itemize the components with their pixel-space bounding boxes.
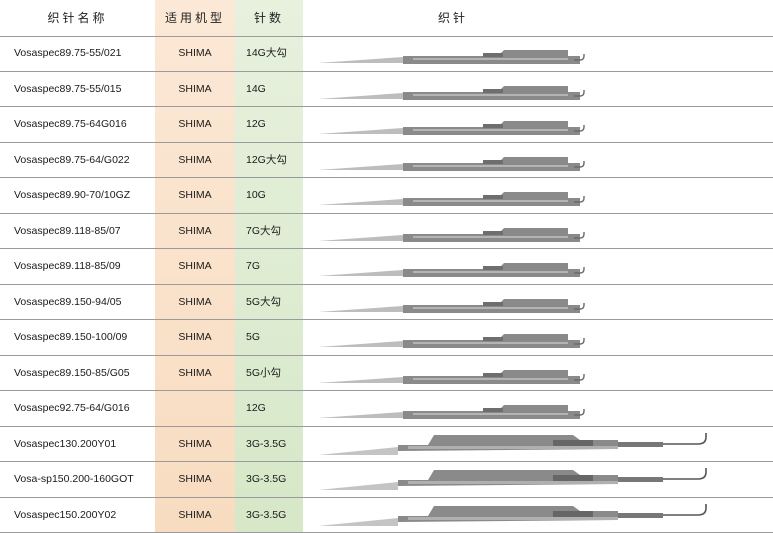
machine-type [155,391,235,427]
machine-type: SHIMA [178,47,212,59]
needle-name: Vosaspec92.75-64/G016 [14,402,130,414]
machine-type: SHIMA [178,295,212,308]
needle-name: Vosaspec89.150-85/G05 [14,366,130,379]
needle-name: Vosaspec89.75-64G016 [14,118,127,130]
header-image: 织针 [437,11,468,25]
needle-gauge: 3G-3.5G [246,508,287,521]
needle-image [318,356,773,392]
table-row: Vosaspec89.75-55/015 SHIMA 14G [0,72,773,108]
needle-gauge: 3G-3.5G [246,437,287,450]
needle-gauge: 12G [246,402,266,414]
needle-gauge: 12G大勾 [246,153,287,166]
needle-illustration [318,468,707,490]
table-row: Vosaspec130.200Y01 SHIMA 3G-3.5G [0,427,773,463]
needle-illustration [318,298,585,313]
needle-image [318,427,773,463]
needle-gauge: 14G大勾 [246,47,287,59]
table-row: Vosaspec89.90-70/10GZ SHIMA 10G [0,178,773,214]
table-row: Vosaspec89.75-55/021 SHIMA 14G大勾 [0,36,773,72]
table-row: Vosaspec89.150-85/G05 SHIMA 5G小勾 [0,356,773,392]
needle-name: Vosaspec89.90-70/10GZ [14,189,131,201]
needle-illustration [318,432,707,455]
needle-illustration [318,405,585,419]
needle-illustration [318,192,585,206]
needle-illustration [318,50,585,64]
machine-type: SHIMA [178,508,212,521]
needle-illustration [318,121,585,135]
needle-gauge: 12G [246,118,266,130]
needle-name: Vosaspec89.75-55/015 [14,82,122,95]
machine-type: SHIMA [178,366,212,379]
machine-type: SHIMA [178,331,212,343]
machine-type: SHIMA [178,153,212,166]
table-row: Vosaspec89.75-64/G022 SHIMA 12G大勾 [0,143,773,179]
needle-image [318,143,773,179]
header-gauge: 针数 [253,11,284,25]
needle-name: Vosaspec150.200Y02 [14,508,117,521]
needle-image [318,285,773,321]
needle-name: Vosaspec89.118-85/07 [14,224,121,237]
needle-name: Vosaspec89.75-55/021 [14,47,122,59]
needle-gauge: 10G [246,189,266,201]
table-row: Vosaspec89.118-85/09 SHIMA 7G [0,249,773,285]
header-machine: 适用机型 [164,11,225,25]
machine-type: SHIMA [178,260,212,272]
needle-image [318,178,773,214]
needle-illustration [318,227,585,242]
needle-image [318,462,773,498]
needle-image [318,391,773,427]
table-row: Vosaspec92.75-64/G016 12G [0,391,773,427]
needle-illustration [318,369,585,384]
needle-illustration [318,503,707,526]
needle-image [318,36,773,72]
table-row: Vosaspec89.118-85/07 SHIMA 7G大勾 [0,214,773,250]
needle-name: Vosaspec89.150-100/09 [14,331,128,343]
table-row: Vosaspec89.150-94/05 SHIMA 5G大勾 [0,285,773,321]
needle-name: Vosaspec89.118-85/09 [14,260,121,272]
table-row: Vosa-sp150.200-160GOT SHIMA 3G-3.5G [0,462,773,498]
needle-gauge: 5G小勾 [246,366,282,379]
machine-type: SHIMA [178,437,212,450]
needle-image [318,498,773,533]
needle-image [318,249,773,285]
needle-name: Vosaspec89.75-64/G022 [14,153,130,166]
gauge-column-background [235,0,303,533]
needle-illustration [318,334,585,348]
needle-name: Vosa-sp150.200-160GOT [14,473,134,485]
table-body: Vosaspec89.75-55/021 SHIMA 14G大勾 Vosaspec89… [0,36,773,533]
machine-column-background [155,0,235,533]
machine-type: SHIMA [178,224,212,237]
needle-gauge: 5G大勾 [246,295,282,308]
machine-type: SHIMA [178,473,212,485]
machine-type: SHIMA [178,189,212,201]
needle-gauge: 7G大勾 [246,224,282,237]
needle-gauge: 3G-3.5G [246,473,287,485]
needle-name: Vosaspec130.200Y01 [14,437,117,450]
needle-image [318,320,773,356]
needle-illustration [318,263,585,277]
needle-gauge: 5G [246,331,261,343]
needle-illustration [318,156,585,171]
machine-type: SHIMA [178,118,212,130]
table-header: 织针名称 适用机型 针数 织针 [0,0,773,36]
needle-name: Vosaspec89.150-94/05 [14,295,122,308]
header-name: 织针名称 [47,11,108,25]
needle-gauge: 14G [246,82,266,95]
table-row: Vosaspec89.75-64G016 SHIMA 12G [0,107,773,143]
needle-image [318,72,773,108]
needle-illustration [318,85,585,100]
needle-gauge: 7G [246,260,261,272]
needle-image [318,214,773,250]
table-row: Vosaspec150.200Y02 SHIMA 3G-3.5G [0,498,773,533]
needle-image [318,107,773,143]
machine-type: SHIMA [178,82,212,95]
table-row: Vosaspec89.150-100/09 SHIMA 5G [0,320,773,356]
